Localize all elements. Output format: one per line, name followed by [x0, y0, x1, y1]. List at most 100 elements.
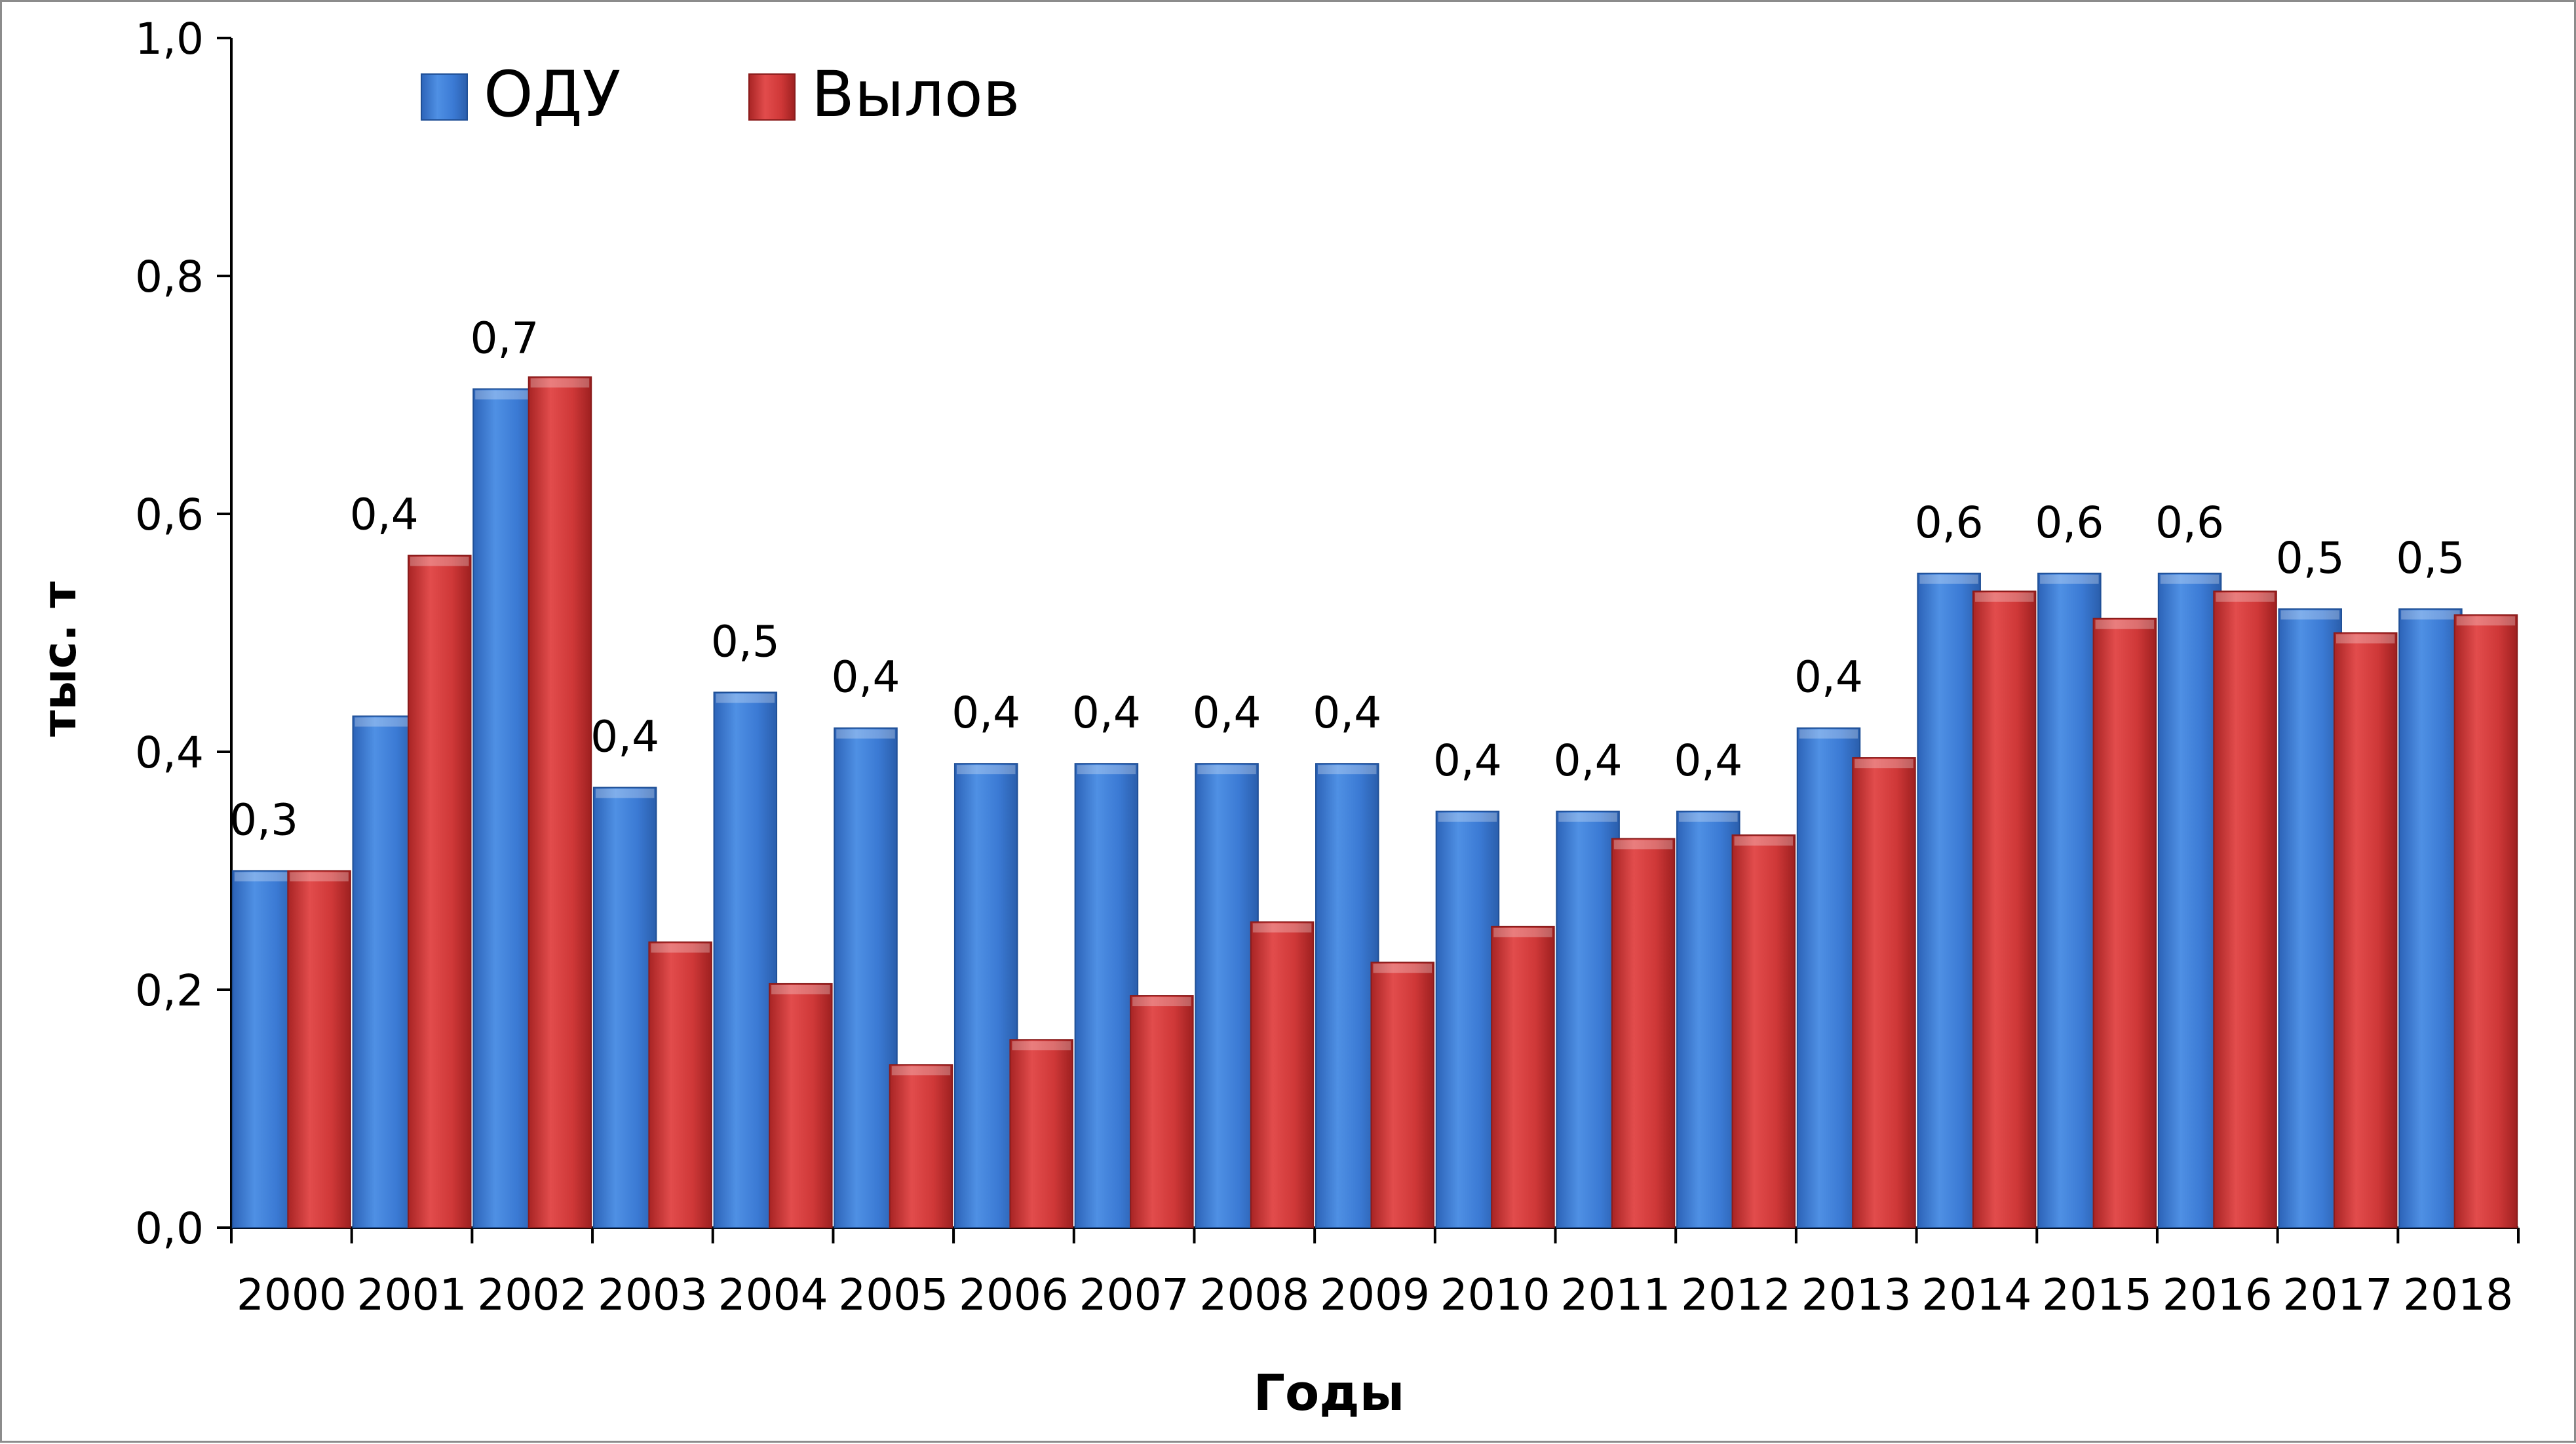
x-tick-label: 2013 — [1801, 1270, 1912, 1320]
x-axis-title: Годы — [1254, 1363, 1405, 1422]
x-tick-label: 2004 — [718, 1270, 828, 1320]
y-tick-label: 0,8 — [135, 252, 204, 302]
bar-odu-highlight — [836, 729, 895, 739]
bar-odu-highlight — [1197, 765, 1256, 775]
x-tick-label: 2011 — [1560, 1270, 1670, 1320]
bar-odu-highlight — [2160, 574, 2220, 584]
y-tick-label: 0,2 — [135, 966, 204, 1016]
x-tick-label: 2002 — [477, 1270, 587, 1320]
data-label-odu: 0,4 — [952, 688, 1020, 738]
bar-odu — [352, 715, 417, 1229]
x-tick-label: 2016 — [2163, 1270, 2273, 1320]
bar-catch-highlight — [2095, 619, 2155, 629]
x-tick-label: 2015 — [2042, 1270, 2152, 1320]
legend-label-odu: ОДУ — [484, 58, 621, 131]
data-label-odu: 0,4 — [832, 652, 900, 703]
legend-swatch-catch — [748, 73, 796, 121]
bar-catch — [648, 941, 712, 1229]
bar-catch-highlight — [1252, 923, 1312, 933]
data-label-odu: 0,5 — [2276, 533, 2345, 583]
data-label-odu: 0,4 — [1313, 688, 1381, 738]
bar-odu-highlight — [475, 390, 534, 400]
data-label-odu: 0,6 — [2035, 498, 2104, 548]
bar-odu-highlight — [716, 693, 775, 703]
bar-odu — [2278, 608, 2342, 1228]
x-tick-label: 2014 — [1921, 1270, 2031, 1320]
x-tick-label: 2009 — [1320, 1270, 1430, 1320]
bar-odu-highlight — [1438, 812, 1497, 822]
data-label-odu: 0,6 — [1915, 498, 1984, 548]
bar-odu-highlight — [595, 789, 655, 798]
bar-catch — [2213, 590, 2277, 1228]
data-label-odu: 0,5 — [711, 616, 780, 667]
bar-odu-highlight — [1558, 812, 1617, 822]
x-tick-label: 2000 — [237, 1270, 347, 1320]
bar-odu-highlight — [1317, 765, 1377, 775]
bar-odu — [592, 787, 657, 1228]
bar-catch-highlight — [1613, 840, 1673, 849]
bar-catch-highlight — [891, 1066, 951, 1076]
bar-odu — [1556, 810, 1620, 1228]
bar-odu — [713, 692, 778, 1228]
bar-catch — [408, 555, 472, 1228]
data-label-odu: 0,4 — [350, 490, 419, 540]
x-tick-label: 2018 — [2403, 1270, 2513, 1320]
bar-catch — [769, 983, 833, 1229]
bar-catch — [2453, 614, 2518, 1228]
bar-odu-highlight — [234, 872, 294, 882]
data-label-odu: 0,4 — [1433, 735, 1502, 786]
data-label-odu: 0,7 — [470, 313, 539, 363]
bar-odu — [1315, 763, 1379, 1228]
bar-catch-highlight — [2336, 634, 2395, 644]
x-tick-label: 2003 — [598, 1270, 708, 1320]
bar-catch-highlight — [1493, 927, 1552, 937]
bar-catch-highlight — [1734, 836, 1794, 846]
bar-catch — [2092, 617, 2157, 1228]
legend: ОДУ Вылов — [421, 58, 1020, 131]
data-label-odu: 0,4 — [1072, 688, 1141, 738]
bar-catch-highlight — [1012, 1041, 1071, 1051]
bar-odu-highlight — [1679, 812, 1738, 822]
bar-catch — [1009, 1039, 1073, 1228]
bar-catch — [1852, 757, 1916, 1228]
bar-odu — [953, 763, 1018, 1228]
data-label-odu: 0,6 — [2155, 498, 2224, 548]
bar-catch — [1611, 838, 1676, 1228]
x-tick-label: 2017 — [2282, 1270, 2393, 1320]
x-tick-label: 2005 — [838, 1270, 948, 1320]
y-axis-title: тыс. т — [33, 581, 87, 737]
bar-odu — [472, 388, 537, 1228]
y-tick-label: 0,0 — [135, 1203, 204, 1254]
bar-catch — [1972, 590, 2037, 1228]
bar-catch — [1370, 962, 1435, 1228]
bar-odu — [2157, 572, 2222, 1228]
data-label-odu: 0,3 — [229, 795, 298, 846]
bar-odu — [2037, 572, 2102, 1228]
bar-odu-highlight — [2280, 610, 2339, 620]
x-tick-label: 2012 — [1681, 1270, 1791, 1320]
bar-catch-highlight — [290, 872, 349, 882]
bar-odu — [834, 727, 898, 1228]
bar-catch-highlight — [410, 556, 469, 566]
bar-catch-highlight — [1132, 997, 1191, 1007]
data-label-odu: 0,5 — [2396, 533, 2465, 583]
data-label-odu: 0,4 — [1554, 735, 1623, 786]
bar-odu — [1435, 810, 1500, 1228]
bar-odu-highlight — [956, 765, 1016, 775]
labels-layer: 0,3 0,4 0,7 0,4 0,5 0,4 0,4 0,4 0,4 0,4 0,4 0,4 0,4 0… — [229, 313, 2465, 845]
bar-odu — [1676, 810, 1740, 1228]
bar-catch-highlight — [1373, 964, 1432, 973]
bar-odu — [2398, 608, 2463, 1228]
bar-catch — [1130, 995, 1194, 1228]
bar-odu — [1074, 763, 1139, 1228]
bar-catch-highlight — [2456, 616, 2516, 626]
bar-odu-highlight — [2401, 610, 2460, 620]
data-label-odu: 0,4 — [1674, 735, 1742, 786]
bar-catch-highlight — [530, 378, 590, 388]
y-tick-label: 0,6 — [135, 490, 204, 540]
bar-odu — [1195, 763, 1259, 1228]
bar-odu-highlight — [1077, 765, 1136, 775]
x-tick-label: 2001 — [357, 1270, 467, 1320]
